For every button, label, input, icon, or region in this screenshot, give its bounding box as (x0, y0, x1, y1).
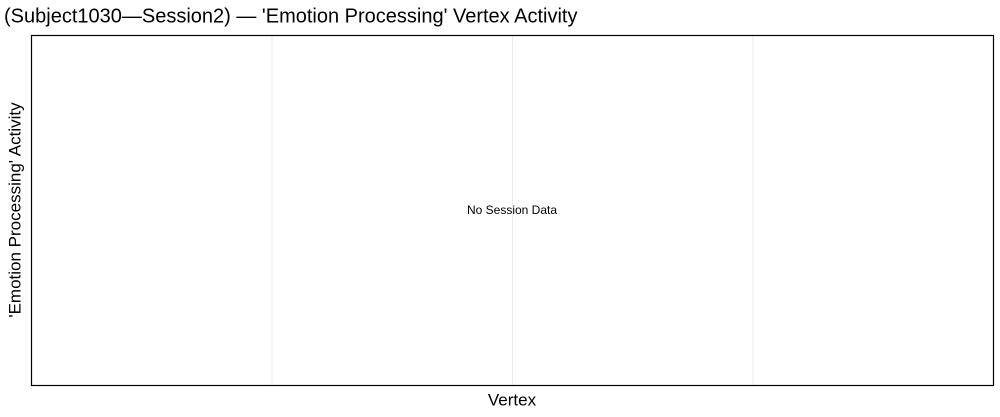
plot-area (271, 35, 754, 386)
panel-border (30, 34, 995, 387)
x-axis-label: Vertex (488, 390, 537, 409)
chart-title: (Subject1030—Session2) — 'Emotion Proces… (4, 5, 577, 27)
annotation: No Session Data (467, 203, 557, 217)
y-axis-label: 'Emotion Processing' Activity (5, 102, 24, 318)
